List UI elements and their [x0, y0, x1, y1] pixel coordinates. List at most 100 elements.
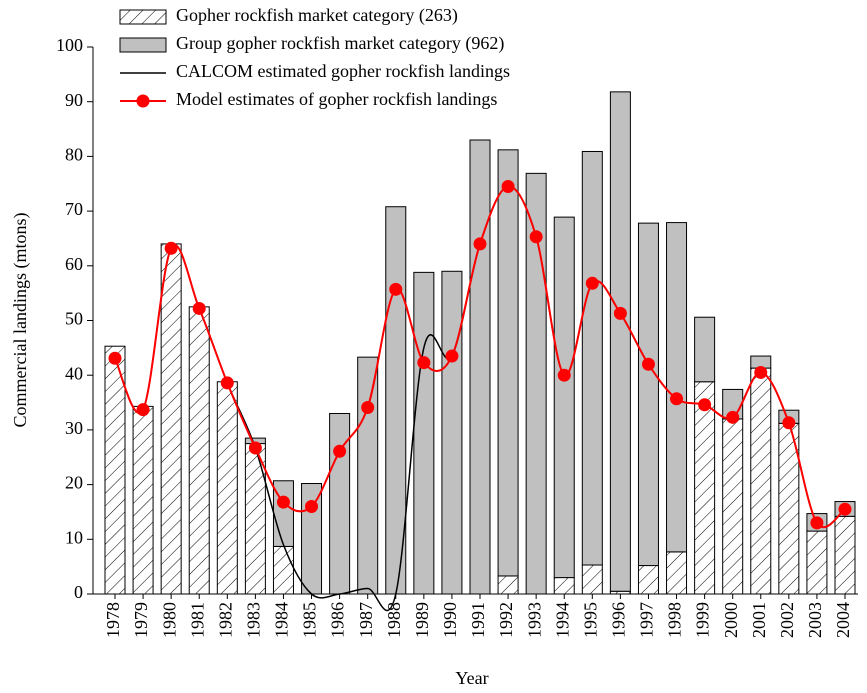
- bar: [553, 577, 575, 595]
- marker: [641, 357, 655, 371]
- bar: [637, 222, 659, 567]
- x-tick-label: 1993: [524, 602, 544, 638]
- marker: [333, 444, 347, 458]
- bar: [357, 356, 379, 595]
- x-tick-label: 2000: [721, 602, 741, 638]
- bar: [694, 381, 716, 595]
- y-tick-label: 10: [65, 527, 83, 547]
- y-axis-label: Commercial landings (mtons): [10, 213, 31, 428]
- y-tick-label: 0: [74, 582, 83, 602]
- bar: [441, 270, 463, 595]
- y-tick-label: 100: [56, 35, 83, 55]
- legend-label: Gopher rockfish market category (263): [176, 5, 458, 26]
- x-tick-label: 1990: [440, 602, 460, 638]
- marker: [585, 276, 599, 290]
- marker: [810, 516, 824, 530]
- x-tick-label: 1997: [637, 602, 657, 638]
- x-tick-label: 2004: [833, 602, 853, 638]
- x-tick-label: 1992: [496, 602, 516, 638]
- x-tick-label: 2003: [805, 602, 825, 638]
- bar: [637, 565, 659, 595]
- marker: [529, 230, 543, 244]
- x-tick-label: 1994: [552, 602, 572, 638]
- bar: [160, 243, 182, 595]
- marker: [754, 365, 768, 379]
- bar: [581, 150, 603, 566]
- marker: [698, 398, 712, 412]
- bar: [244, 443, 266, 595]
- marker: [136, 403, 150, 417]
- bar: [132, 405, 154, 595]
- legend-swatch: [119, 37, 167, 53]
- marker: [670, 392, 684, 406]
- marker: [613, 306, 627, 320]
- bar: [694, 316, 716, 383]
- y-tick-label: 90: [65, 90, 83, 110]
- bar: [750, 367, 772, 595]
- marker: [305, 499, 319, 513]
- marker: [501, 179, 515, 193]
- marker: [445, 349, 459, 363]
- x-tick-label: 1978: [103, 602, 123, 638]
- y-tick-label: 20: [65, 473, 83, 493]
- marker: [108, 351, 122, 365]
- marker: [276, 495, 290, 509]
- bar: [834, 515, 856, 595]
- marker: [838, 502, 852, 516]
- x-tick-label: 1991: [468, 602, 488, 638]
- marker: [557, 368, 571, 382]
- x-tick-label: 1983: [244, 602, 264, 638]
- x-tick-label: 1985: [300, 602, 320, 638]
- marker: [473, 237, 487, 251]
- y-tick-label: 70: [65, 199, 83, 219]
- x-tick-label: 1996: [609, 602, 629, 638]
- bar: [581, 564, 603, 595]
- x-tick-label: 1988: [384, 602, 404, 638]
- marker: [726, 410, 740, 424]
- x-tick-label: 1984: [272, 602, 292, 638]
- marker: [164, 241, 178, 255]
- bar: [806, 530, 828, 595]
- legend-label: Group gopher rockfish market category (9…: [176, 33, 504, 54]
- x-tick-label: 1981: [187, 602, 207, 638]
- legend-label: Model estimates of gopher rockfish landi…: [176, 89, 497, 109]
- marker: [192, 301, 206, 315]
- bar: [609, 91, 631, 592]
- y-tick-label: 60: [65, 254, 83, 274]
- bar: [469, 139, 491, 595]
- x-tick-label: 1987: [356, 602, 376, 638]
- legend-marker: [136, 94, 150, 108]
- marker: [417, 356, 431, 370]
- bar: [216, 381, 238, 595]
- bar: [722, 418, 744, 595]
- bar: [413, 271, 435, 595]
- x-tick-label: 1995: [580, 602, 600, 638]
- y-tick-label: 80: [65, 145, 83, 165]
- marker: [248, 441, 262, 455]
- x-axis-label: Year: [455, 668, 488, 688]
- y-tick-label: 30: [65, 418, 83, 438]
- y-tick-label: 40: [65, 363, 83, 383]
- x-tick-label: 1979: [131, 602, 151, 638]
- x-tick-label: 1982: [215, 602, 235, 638]
- bar: [272, 545, 294, 595]
- x-tick-label: 1998: [665, 602, 685, 638]
- legend-swatch: [119, 9, 167, 25]
- bar: [666, 551, 688, 595]
- bar: [497, 575, 519, 595]
- bar: [553, 216, 575, 579]
- x-tick-label: 1999: [693, 602, 713, 638]
- y-tick-label: 50: [65, 309, 83, 329]
- bar: [666, 222, 688, 553]
- marker: [389, 282, 403, 296]
- x-tick-label: 1989: [412, 602, 432, 638]
- x-tick-label: 2002: [777, 602, 797, 638]
- marker: [220, 376, 234, 390]
- x-tick-label: 1980: [159, 602, 179, 638]
- bar: [188, 306, 210, 595]
- x-tick-label: 1986: [328, 602, 348, 638]
- bar: [497, 149, 519, 577]
- marker: [361, 400, 375, 414]
- x-tick-label: 2001: [749, 602, 769, 638]
